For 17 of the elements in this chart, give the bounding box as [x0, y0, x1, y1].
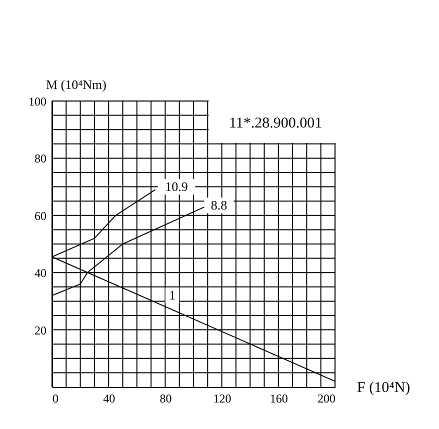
x-tick-label: 40 — [103, 392, 116, 406]
y-tick-label: 100 — [28, 94, 46, 108]
annotation: 11*.28.900.001 — [228, 115, 322, 132]
x-axis-title: F (10⁴N) — [357, 380, 410, 396]
x-tick-label: 120 — [213, 392, 232, 406]
y-tick-label: 20 — [34, 323, 46, 338]
annotation: 8.8 — [210, 197, 228, 212]
x-tick-label: 160 — [270, 392, 288, 406]
y-tick-label: 80 — [34, 152, 46, 166]
x-tick-label: 200 — [318, 392, 336, 406]
y-tick-label: 60 — [34, 208, 46, 223]
annotation: 1 — [169, 287, 176, 302]
annotation: 10.9 — [165, 178, 188, 194]
y-tick-label: 40 — [34, 266, 46, 280]
x-tick-label: 80 — [160, 392, 172, 406]
y-axis-title: M (10⁴Nm) — [46, 77, 106, 92]
x-tick-label: 0 — [52, 392, 58, 406]
